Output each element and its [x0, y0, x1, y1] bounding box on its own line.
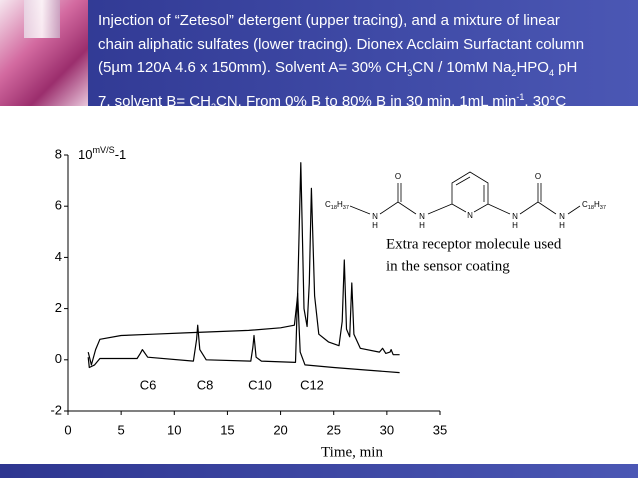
x-tick-label: 5	[118, 422, 125, 437]
subscript: 3	[407, 68, 413, 78]
superscript: mV/S	[92, 145, 114, 155]
caption: in the sensor coating	[386, 258, 510, 274]
footer-strip	[0, 464, 638, 478]
peak-label: C6	[140, 377, 157, 392]
text-part: , 30°C	[524, 92, 567, 110]
banner-line: Injection of “Zetesol” detergent (upper …	[98, 9, 584, 33]
left-bonds	[349, 183, 453, 215]
atom-label: N	[467, 211, 473, 220]
text-part: H	[337, 200, 343, 209]
x-tick-label: 15	[220, 422, 234, 437]
molecule-bonds	[349, 171, 581, 215]
y-tick-label: 2	[55, 300, 62, 315]
y-tick-label: -2	[50, 402, 62, 417]
subscript: 18	[331, 205, 337, 211]
atom-label: O	[395, 172, 401, 181]
atom-label: N	[559, 212, 565, 221]
right-bonds	[487, 183, 581, 215]
text-part: Injection of “Zetesol” detergent (upper …	[98, 12, 560, 29]
x-tick-label: 30	[380, 422, 394, 437]
peak-label: C10	[248, 377, 272, 392]
text-part: pH	[553, 59, 578, 76]
x-tick-label: 20	[273, 422, 287, 437]
atom-label: N	[419, 212, 425, 221]
caption: Extra receptor molecule used	[386, 236, 562, 252]
text-part: CN. From 0% B to 80% B in 30 min. 1mL mi…	[215, 92, 517, 110]
peak-label: C12	[300, 377, 324, 392]
text-part: C	[582, 200, 588, 209]
text-part: 10	[78, 147, 92, 162]
subscript: 18	[588, 205, 594, 211]
subscript: 37	[343, 205, 349, 211]
text-part: -1	[115, 147, 127, 162]
x-tick-label: 0	[64, 422, 71, 437]
y-tick-label: 6	[55, 198, 62, 213]
pyridine-ring	[451, 171, 489, 213]
banner: Injection of “Zetesol” detergent (upper …	[0, 0, 638, 112]
subscript: 3	[210, 101, 216, 112]
superscript: -1	[516, 91, 525, 102]
subscript: 37	[600, 205, 606, 211]
atom-label: N	[372, 212, 378, 221]
x-axis-label: Time, min	[321, 444, 383, 460]
text-part: chain aliphatic sulfates (lower tracing)…	[98, 35, 585, 53]
text-part: H	[594, 200, 600, 209]
x-tick-label: 25	[326, 422, 340, 437]
flask-neck	[24, 0, 60, 38]
flask-image	[0, 0, 88, 106]
atom-label: O	[535, 172, 541, 181]
text-part: (5µm 120A 4.6 x 150mm). Solvent A= 30% C…	[98, 59, 408, 76]
x-tick-label: 35	[433, 422, 447, 437]
banner-line: (5µm 120A 4.6 x 150mm). Solvent A= 30% C…	[98, 56, 584, 86]
chain-label: C18H37	[325, 200, 349, 211]
subscript: 4	[548, 68, 554, 78]
trace	[87, 292, 400, 374]
atom-label: H	[559, 221, 565, 230]
text-part: 7, solvent B= CH	[98, 92, 211, 110]
y-tick-label: 4	[55, 249, 62, 264]
peak-label: C8	[197, 377, 214, 392]
text-part: HPO	[516, 59, 549, 76]
atom-label: H	[372, 221, 378, 230]
y-tick-label: 8	[55, 146, 62, 161]
atom-label: H	[512, 221, 518, 230]
chain-label: C18H37	[582, 200, 606, 211]
banner-line: 7, solvent B= CH3CN. From 0% B to 80% B …	[98, 86, 584, 120]
x-tick-label: 10	[167, 422, 181, 437]
y-axis-label: 10mV/S-1	[78, 145, 126, 162]
atom-label: H	[419, 221, 425, 230]
banner-line: chain aliphatic sulfates (lower tracing)…	[98, 33, 584, 57]
trace	[87, 162, 400, 366]
text-part: C	[325, 200, 331, 209]
y-tick-label: 0	[55, 351, 62, 366]
text-part: CN / 10mM Na	[412, 59, 512, 76]
atom-label: N	[512, 212, 518, 221]
subscript: 2	[511, 68, 517, 78]
banner-text: Injection of “Zetesol” detergent (upper …	[98, 9, 584, 119]
